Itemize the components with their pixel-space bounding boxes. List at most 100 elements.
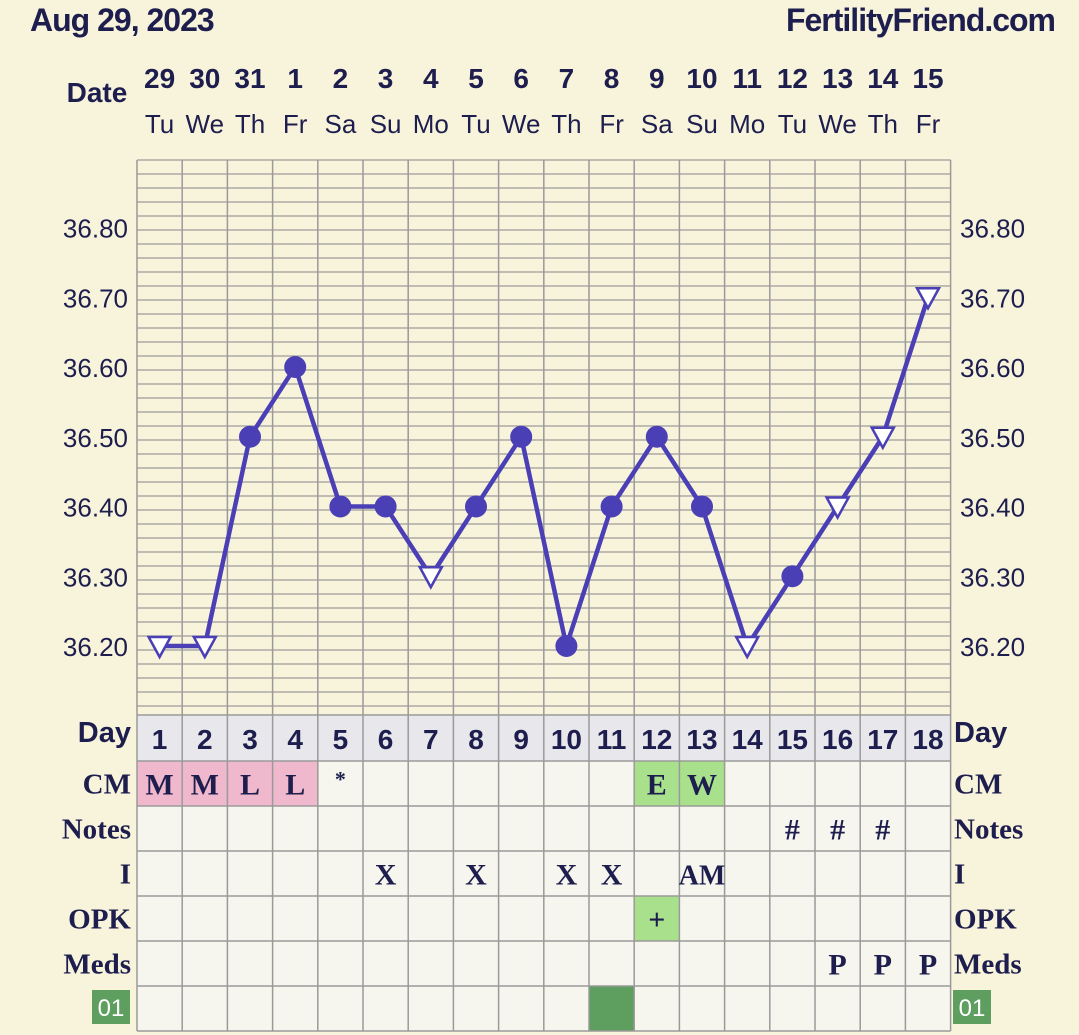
bottom-cell-highlight [589,986,635,1031]
cycle-badge-left: 01 [98,995,125,1022]
cycle-day-number: 17 [867,724,898,755]
date-number: 7 [559,63,575,94]
date-number: 10 [686,63,717,94]
weekday-label: We [502,109,541,139]
cycle-day-number: 5 [333,724,349,755]
cm-cell: L [240,769,260,802]
cycle-day-number: 12 [641,724,672,755]
weekday-label: We [818,109,857,139]
notes-row-label-right: Notes [954,814,1023,846]
cycle-day-number: 1 [152,724,168,755]
cm-cell: * [335,767,346,792]
weekday-label: Tu [461,109,490,139]
weekday-label: Tu [145,109,174,139]
y-tick-label-left: 36.40 [63,493,128,523]
date-number: 6 [513,63,529,94]
weekday-label: Mo [729,109,765,139]
temperature-point [329,495,352,518]
date-number: 5 [468,63,484,94]
weekday-label: Su [686,109,718,139]
temperature-point [284,356,307,378]
cycle-day-number: 15 [777,724,808,755]
date-number: 11 [732,63,762,94]
opk-cell: + [648,904,665,937]
temperature-point [191,635,218,660]
date-number: 12 [777,63,808,94]
temperature-point [417,566,444,590]
notes-cell: # [875,814,890,847]
y-tick-label-right: 36.60 [960,353,1025,383]
date-number: 2 [333,63,349,94]
temperature-point [781,565,804,588]
site-name: FertilityFriend.com [785,2,1056,38]
y-tick-label-right: 36.50 [960,423,1025,453]
date-number: 31 [234,63,265,94]
temperature-point [374,495,397,518]
weekday-label: Su [370,109,402,139]
y-tick-label-right: 36.70 [960,283,1025,313]
cycle-day-number: 8 [468,724,484,755]
intercourse-cell: AM [679,861,726,892]
cm-cell-highlight [227,761,273,806]
date-number: 13 [822,63,853,94]
meds-row-label-right: Meds [954,949,1022,981]
temperature-point [869,426,896,451]
weekday-label: Fr [599,109,624,139]
cycle-badge-right: 01 [959,995,986,1022]
weekday-label: Fr [916,109,941,139]
notes-row-label-left: Notes [62,814,131,846]
cycle-badge-right-bg [953,990,991,1024]
date-number: 15 [912,63,943,94]
weekday-label: Th [551,109,581,139]
opk-row-label-right: OPK [954,904,1017,936]
cycle-day-number: 16 [822,724,853,755]
date-number: 14 [867,63,899,94]
cycle-day-number: 6 [378,724,394,755]
date-number: 8 [604,63,620,94]
cycle-day-number: 14 [732,724,764,755]
meds-row-label-left: Meds [63,949,131,981]
y-tick-label-left: 36.50 [63,423,128,453]
weekday-label: Th [868,109,898,139]
cm-row-label-left: CM [83,769,131,801]
weekday-label: Th [235,109,265,139]
cm-cell: M [145,769,173,802]
temperature-point [465,495,487,518]
cm-row-label-right: CM [954,769,1002,801]
temperature-point [691,495,713,518]
cm-cell-highlight [272,761,318,806]
cycle-day-number: 7 [423,724,439,755]
cm-cell-highlight [634,761,680,806]
notes-cell: # [785,814,800,847]
y-tick-label-right: 36.30 [960,562,1025,592]
temperature-point [824,496,851,521]
y-tick-label-right: 36.80 [960,214,1025,244]
meds-cell: P [828,949,846,982]
intercourse-row-label-right: I [954,859,965,891]
cm-cell: L [285,769,305,802]
date-number: 9 [649,63,665,94]
y-tick-label-left: 36.60 [63,353,128,383]
cycle-day-number: 9 [513,724,529,755]
weekday-label: We [186,109,225,139]
temperature-point [600,495,623,518]
cycle-day-number: 3 [242,724,258,755]
intercourse-cell: X [375,859,397,892]
cycle-day-number: 10 [551,724,582,755]
temperature-point [146,635,173,660]
cm-cell: E [647,769,667,802]
intercourse-cell: X [465,859,487,892]
intercourse-cell: X [601,859,623,892]
cycle-day-number: 18 [912,724,943,755]
temperature-point [510,425,533,448]
temperature-point [239,425,261,448]
date-number: 29 [144,63,175,94]
cm-cell-highlight [182,761,228,806]
temperature-point [645,425,668,448]
weekday-label: Mo [413,109,449,139]
cm-cell-highlight [137,761,183,806]
temperature-point [734,635,761,660]
temperature-point [555,635,578,657]
cycle-day-number: 13 [686,724,717,755]
